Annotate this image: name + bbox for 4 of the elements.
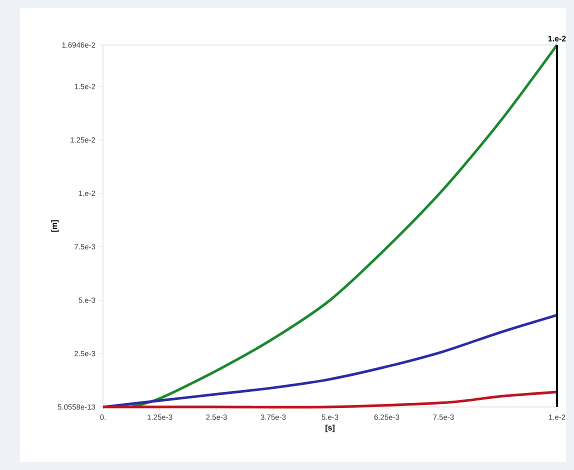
x-axis-title: [s] [326, 424, 334, 432]
y-axis-title: [m] [51, 220, 59, 232]
line-series [102, 390, 558, 409]
ref-line-label: 1.e-2 [548, 36, 566, 42]
